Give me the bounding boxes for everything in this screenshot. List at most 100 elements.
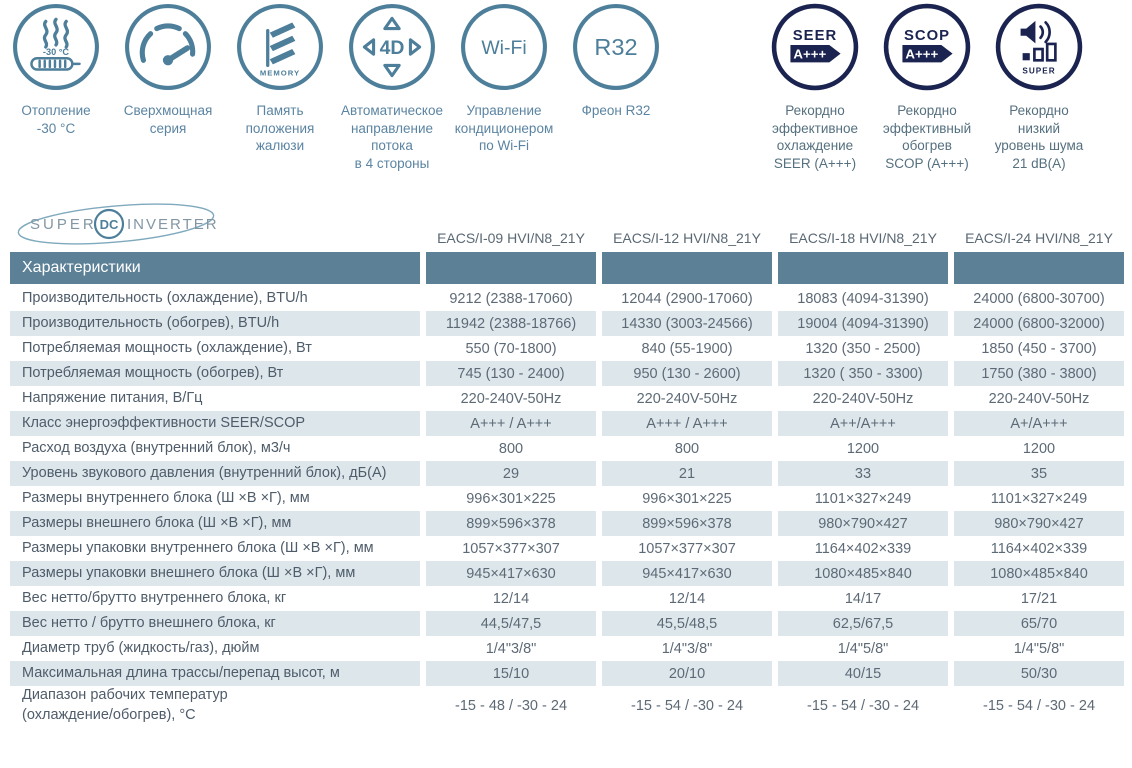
row-value: 12044 (2900-17060): [621, 290, 753, 307]
row-value: 1164×402×339: [990, 540, 1088, 557]
row-value: 899×596×378: [602, 511, 772, 537]
feature-4d-airflow: 4D Автоматическое направление потока в 4…: [336, 3, 448, 172]
feature-seer: SEER A+++ Рекордно эффективное охлаждени…: [759, 3, 871, 172]
table-row: Размеры упаковки внешнего блока (Ш ×В ×Г…: [10, 561, 1124, 587]
band-cell: [778, 252, 948, 285]
row-label: Потребляемая мощность (обогрев), Вт: [10, 361, 420, 387]
icon-seer-class-text: A+++: [793, 46, 826, 61]
band-cell: [954, 252, 1124, 285]
low-noise-speaker-icon: SUPER: [995, 3, 1083, 91]
table-row: Вес нетто/брутто внутреннего блока, кг 12…: [10, 586, 1122, 611]
row-value: 19004 (4094-31390): [778, 311, 948, 337]
row-value: 12/14: [492, 590, 530, 607]
row-label: Размеры упаковки внутреннего блока (Ш ×В…: [22, 539, 374, 556]
table-row: Диаметр труб (жидкость/газ), дюйм 1/4"3/8…: [10, 636, 1122, 661]
icon-scop-text: SCOP: [904, 28, 950, 44]
row-value: 11942 (2388-18766): [426, 311, 596, 337]
row-value: 220-240V-50Hz: [812, 390, 914, 407]
wifi-icon: Wi-Fi: [461, 4, 547, 90]
feature-scop: SCOP A+++ Рекордно эффективный обогрев S…: [871, 3, 983, 172]
row-value: 12/14: [668, 590, 706, 607]
row-value: 62,5/67,5: [778, 611, 948, 637]
row-value: 14/17: [844, 590, 882, 607]
row-label: Максимальная длина трассы/перепад высот,…: [10, 661, 420, 687]
table-row: Потребляемая мощность (обогрев), Вт 745 (…: [10, 361, 1124, 387]
feature-label: Рекордно эффективный обогрев SCOP (A+++): [882, 103, 972, 171]
row-value: 24000 (6800-32000): [954, 311, 1124, 337]
row-label: Напряжение питания, В/Гц: [22, 389, 203, 406]
row-value: 1080×485×840: [778, 561, 948, 587]
4d-airflow-icon: 4D: [349, 4, 435, 90]
logo-inverter-text: INVERTER: [127, 216, 219, 233]
icon-temp-text: -30 °C: [43, 47, 70, 57]
row-value: 65/70: [954, 611, 1124, 637]
table-row: Вес нетто / брутто внешнего блока, кг 44,…: [10, 611, 1124, 637]
row-value: -15 - 48 / -30 - 24: [454, 697, 568, 714]
row-value: 1101×327×249: [990, 490, 1088, 507]
row-value: 1/4"5/8": [837, 640, 889, 657]
row-label: Размеры внешнего блока (Ш ×В ×Г), мм: [10, 511, 420, 537]
row-value: 980×790×427: [778, 511, 948, 537]
feature-label: Память положения жалюзи: [245, 103, 315, 154]
row-value: 950 (130 - 2600): [602, 361, 772, 387]
row-value: 996×301×225: [466, 490, 556, 507]
table-row: Максимальная длина трассы/перепад высот,…: [10, 661, 1124, 687]
row-value: 44,5/47,5: [426, 611, 596, 637]
feature-icons-row: -30 °C Отопление -30 °C: [0, 0, 1132, 172]
band-cell: [602, 252, 772, 285]
row-label: Класс энергоэффективности SEER/SCOP: [10, 411, 420, 437]
row-value: 1200: [846, 440, 880, 457]
feature-label: Управление кондиционером по Wi-Fi: [454, 103, 554, 154]
row-value: 220-240V-50Hz: [460, 390, 562, 407]
icon-4d-text: 4D: [380, 37, 405, 59]
row-value: A+++ / A+++: [602, 411, 772, 437]
row-value: 50/30: [954, 661, 1124, 687]
row-value: -15 - 54 / -30 - 24: [630, 697, 744, 714]
row-value: 35: [954, 461, 1124, 487]
table-row: Расход воздуха (внутренний блок), м3/ч 80…: [10, 436, 1122, 461]
scop-badge-icon: SCOP A+++: [883, 3, 971, 91]
r32-icon: R32: [573, 4, 659, 90]
row-value: 1/4"3/8": [485, 640, 537, 657]
models-header-row: EACS/I-09 HVI/N8_21Y EACS/I-12 HVI/N8_21…: [10, 218, 1122, 252]
seer-badge-icon: SEER A+++: [771, 3, 859, 91]
row-label: Расход воздуха (внутренний блок), м3/ч: [22, 439, 291, 456]
row-value: 800: [674, 440, 700, 457]
row-value: A+/A+++: [954, 411, 1124, 437]
row-value: 1101×327×249: [814, 490, 912, 507]
spec-table: EACS/I-09 HVI/N8_21Y EACS/I-12 HVI/N8_21…: [10, 218, 1124, 725]
feature-label: Отопление -30 °C: [21, 103, 91, 136]
row-value: 800: [498, 440, 524, 457]
row-value: 1080×485×840: [954, 561, 1124, 587]
row-value: 840 (55-1900): [641, 340, 733, 357]
heating-30c-icon: -30 °C: [13, 4, 99, 90]
feature-heating: -30 °C Отопление -30 °C: [0, 3, 112, 172]
row-value: -15 - 54 / -30 - 24: [982, 697, 1096, 714]
icon-memory-text: MEMORY: [260, 69, 300, 78]
row-value: 17/21: [1020, 590, 1058, 607]
feature-low-noise: SUPER Рекордно низкий уровень шума 21 dB…: [983, 3, 1095, 172]
row-value: 1200: [1022, 440, 1056, 457]
row-value: 9212 (2388-17060): [449, 290, 573, 307]
table-row: Производительность (охлаждение), BTU/h 92…: [10, 286, 1122, 311]
row-value: 220-240V-50Hz: [988, 390, 1090, 407]
icon-seer-text: SEER: [793, 28, 837, 44]
feature-label: Фреон R32: [581, 103, 651, 118]
feature-super-power: Сверхмощная серия: [112, 3, 224, 172]
characteristics-band: Характеристики: [10, 252, 1124, 285]
feature-label: Рекордно низкий уровень шума 21 dB(A): [994, 103, 1084, 171]
row-value: -15 - 54 / -30 - 24: [806, 697, 920, 714]
row-value: 1850 (450 - 3700): [981, 340, 1097, 357]
row-label: Размеры упаковки внешнего блока (Ш ×В ×Г…: [10, 561, 420, 587]
model-column-header: EACS/I-18 HVI/N8_21Y: [789, 230, 937, 247]
row-value: 996×301×225: [642, 490, 732, 507]
icon-super-text: SUPER: [1022, 67, 1055, 76]
row-value: 1320 ( 350 - 3300): [778, 361, 948, 387]
row-label: Уровень звукового давления (внутренний б…: [10, 461, 420, 487]
super-dc-inverter-logo: SUPER DC INVERTER: [14, 198, 222, 257]
memory-louver-icon: MEMORY: [237, 4, 323, 90]
row-value: 40/15: [778, 661, 948, 687]
spec-rows: Производительность (охлаждение), BTU/h 92…: [10, 286, 1124, 725]
row-label: Вес нетто / брутто внешнего блока, кг: [10, 611, 420, 637]
gauge-icon: [125, 4, 211, 90]
